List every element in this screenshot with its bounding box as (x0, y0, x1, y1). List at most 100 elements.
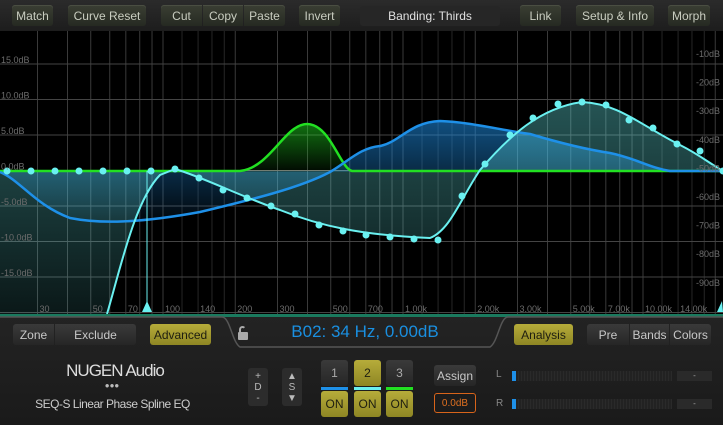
depth-label: D (254, 382, 262, 393)
freq-label: 100 (165, 304, 180, 314)
smooth-control[interactable]: ▲ S ▼ (282, 368, 302, 406)
band-node-handle[interactable] (219, 186, 227, 194)
db-right-label: -50dB (696, 163, 720, 173)
freq-label: 700 (368, 304, 383, 314)
db-left-label: -5.0dB (1, 197, 28, 207)
analysis-button[interactable]: Analysis (514, 324, 573, 345)
band-node-handle[interactable] (315, 221, 323, 229)
depth-plus[interactable]: + (255, 371, 261, 382)
smooth-down-icon[interactable]: ▼ (287, 393, 297, 404)
band3-color-bar (386, 387, 413, 390)
logo-dots-icon: ●●● (104, 381, 120, 390)
freq-label: 10.00k (645, 304, 673, 314)
freq-label: 7.00k (608, 304, 631, 314)
product-name: SEQ-S Linear Phase Spline EQ (35, 397, 190, 411)
depth-control[interactable]: + D - (248, 368, 268, 406)
depth-minus[interactable]: - (256, 393, 260, 404)
db-right-label: -60dB (696, 192, 720, 202)
band-node-handle[interactable] (673, 140, 681, 148)
band-node-handle[interactable] (458, 192, 466, 200)
band2-color-bar (354, 387, 381, 390)
band-node-handle[interactable] (171, 165, 179, 173)
band-node-handle[interactable] (529, 114, 537, 122)
band-node-handle[interactable] (267, 202, 275, 210)
band-node-handle[interactable] (696, 147, 704, 155)
band-node-handle[interactable] (554, 100, 562, 108)
band1-select-button[interactable]: 1 (321, 360, 348, 386)
freq-label: 300 (280, 304, 295, 314)
band1-curve (0, 119, 723, 223)
band3-select-button[interactable]: 3 (386, 360, 413, 386)
db-right-label: -20dB (696, 78, 720, 88)
freq-label: 500 (333, 304, 348, 314)
band3-control: 3 ON (386, 360, 413, 417)
band-node-handle[interactable] (123, 167, 131, 175)
band-node-handle[interactable] (27, 167, 35, 175)
freq-label: 2.00k (477, 304, 500, 314)
match-button[interactable]: Match (12, 5, 53, 26)
morph-button[interactable]: Morph (668, 5, 710, 26)
meter-l-label: L (496, 369, 502, 380)
band1-on-button[interactable]: ON (321, 391, 348, 417)
band-node-handle[interactable] (625, 116, 633, 124)
readout-frame (0, 316, 723, 348)
band3-on-button[interactable]: ON (386, 391, 413, 417)
band-node-handle[interactable] (339, 227, 347, 235)
assign-button[interactable]: Assign (434, 365, 476, 386)
eq-graph[interactable]: 15.0dB 10.0dB 5.0dB 0.0dB -5.0dB -10.0dB -15.0… (0, 31, 723, 314)
band-node-handle[interactable] (578, 98, 586, 106)
setup-info-button[interactable]: Setup & Info (576, 5, 654, 26)
gain-field[interactable]: 0.0dB (434, 393, 476, 413)
db-right-label: -10dB (696, 49, 720, 59)
lock-icon[interactable] (238, 326, 248, 340)
bands-button[interactable]: Bands (630, 324, 669, 345)
band-node-handle[interactable] (75, 167, 83, 175)
band-node-handle[interactable] (719, 167, 723, 175)
invert-button[interactable]: Invert (299, 5, 340, 26)
band-node-handle[interactable] (51, 167, 59, 175)
db-right-label: -70dB (696, 221, 720, 231)
meter-r-value: - (677, 399, 712, 409)
zone-button[interactable]: Zone (13, 324, 54, 345)
band2-select-button[interactable]: 2 (354, 360, 381, 386)
colors-button[interactable]: Colors (670, 324, 711, 345)
pre-button[interactable]: Pre (587, 324, 629, 345)
freq-label: 30 (40, 304, 50, 314)
banding-selector[interactable]: Banding: Thirds (360, 6, 500, 26)
smooth-up-icon[interactable]: ▲ (287, 371, 297, 382)
band-node-handle[interactable] (649, 124, 657, 132)
db-left-label: 15.0dB (1, 55, 30, 65)
advanced-button[interactable]: Advanced (150, 324, 211, 345)
band-node-handle[interactable] (386, 233, 394, 241)
meter-l (512, 371, 672, 381)
band-node-handle[interactable] (506, 131, 514, 139)
band-node-handle[interactable] (410, 235, 418, 243)
band-node-handle[interactable] (243, 194, 251, 202)
paste-button[interactable]: Paste (244, 5, 285, 26)
copy-button[interactable]: Copy (203, 5, 243, 26)
band-node-handle[interactable] (147, 167, 155, 175)
freq-label: 50 (93, 304, 103, 314)
band1-control: 1 ON (321, 360, 348, 417)
band-node-handle[interactable] (3, 167, 11, 175)
exclude-button[interactable]: Exclude (55, 324, 136, 345)
band-node-handle[interactable] (602, 101, 610, 109)
band2-on-button[interactable]: ON (354, 391, 381, 417)
band-node-handle[interactable] (291, 210, 299, 218)
cut-button[interactable]: Cut (161, 5, 202, 26)
band-readout: B02: 34 Hz, 0.00dB (291, 322, 439, 341)
bottom-panel: Zone Exclude Advanced B02: 34 Hz, 0.00dB… (0, 314, 723, 425)
band-node-handle[interactable] (481, 160, 489, 168)
band-node-handle[interactable] (195, 174, 203, 182)
curve-reset-button[interactable]: Curve Reset (68, 5, 146, 26)
freq-label: 140 (200, 304, 215, 314)
band1-color-bar (321, 387, 348, 390)
freq-label: 1.00k (405, 304, 428, 314)
band-node-handle[interactable] (99, 167, 107, 175)
nugen-logo: NUGEN Audio (66, 361, 165, 380)
high-cut-handle-icon (717, 301, 723, 312)
meter-l-value: - (677, 371, 712, 381)
band-node-handle[interactable] (434, 236, 442, 244)
band-node-handle[interactable] (362, 231, 370, 239)
link-button[interactable]: Link (520, 5, 561, 26)
